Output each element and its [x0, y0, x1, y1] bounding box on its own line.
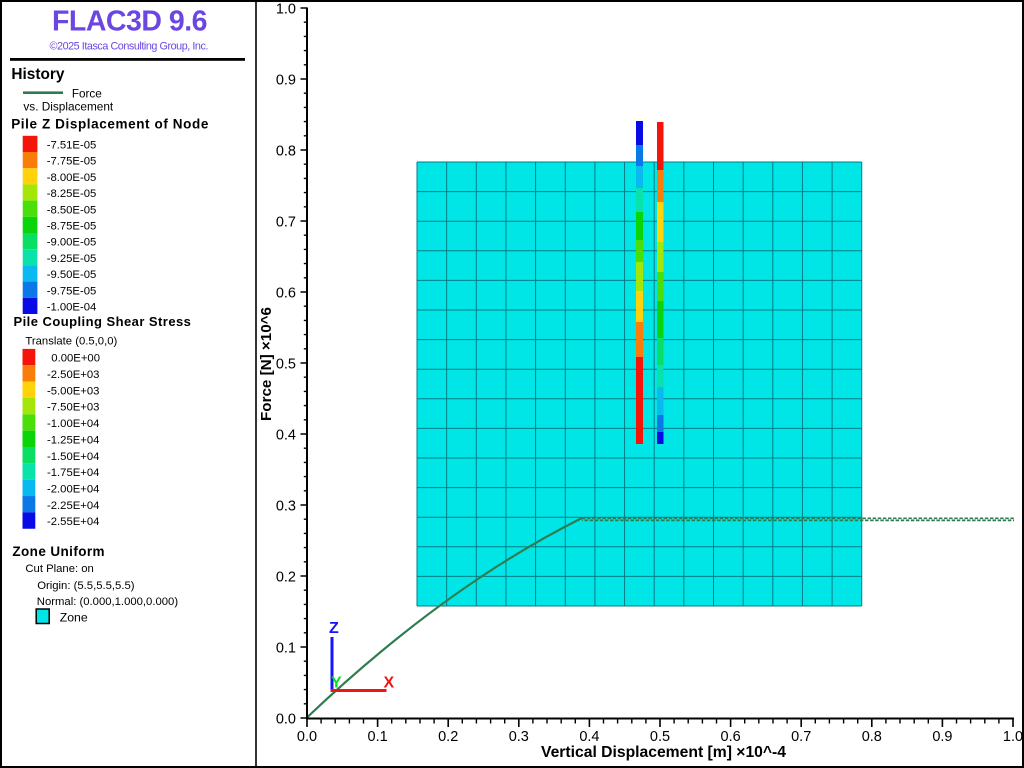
svg-text:-8.25E-05: -8.25E-05 — [47, 188, 97, 200]
svg-text:0.1: 0.1 — [276, 640, 296, 656]
svg-text:0.5: 0.5 — [276, 356, 296, 372]
svg-text:-1.00E-04: -1.00E-04 — [47, 302, 97, 314]
svg-text:Vertical Displacement [m] ×10^: Vertical Displacement [m] ×10^-4 — [541, 744, 786, 761]
svg-text:0.2: 0.2 — [276, 569, 296, 585]
svg-text:-2.25E+04: -2.25E+04 — [47, 500, 99, 512]
svg-text:-1.75E+04: -1.75E+04 — [47, 467, 99, 479]
svg-text:-2.00E+04: -2.00E+04 — [47, 484, 99, 496]
svg-text:Force: Force — [72, 88, 102, 101]
svg-text:©2025 Itasca Consulting Group,: ©2025 Itasca Consulting Group, Inc. — [50, 40, 209, 52]
svg-text:-7.50E+03: -7.50E+03 — [47, 402, 99, 414]
svg-text:-9.00E-05: -9.00E-05 — [47, 237, 97, 249]
svg-text:-1.50E+04: -1.50E+04 — [47, 451, 99, 463]
svg-text:-9.25E-05: -9.25E-05 — [47, 253, 97, 265]
svg-text:1.0: 1.0 — [1003, 729, 1023, 745]
svg-text:Pile Coupling Shear Stress: Pile Coupling Shear Stress — [14, 314, 192, 329]
svg-text:0.3: 0.3 — [509, 729, 529, 745]
svg-text:-7.51E-05: -7.51E-05 — [47, 140, 97, 152]
svg-text:Cut Plane: on: Cut Plane: on — [25, 563, 93, 575]
svg-text:0.4: 0.4 — [579, 729, 599, 745]
svg-text:0.0: 0.0 — [297, 729, 317, 745]
svg-text:Normal: (0.000,1.000,0.000): Normal: (0.000,1.000,0.000) — [37, 596, 179, 608]
svg-text:-8.00E-05: -8.00E-05 — [47, 172, 97, 184]
svg-text:Z: Z — [329, 620, 339, 637]
svg-text:FLAC3D 9.6: FLAC3D 9.6 — [52, 6, 207, 38]
svg-text:0.8: 0.8 — [276, 143, 296, 159]
svg-text:-8.50E-05: -8.50E-05 — [47, 204, 97, 216]
svg-text:History: History — [11, 66, 64, 83]
svg-text:Zone: Zone — [60, 611, 88, 625]
svg-text:0.9: 0.9 — [276, 72, 296, 88]
svg-text:0.6: 0.6 — [721, 729, 741, 745]
svg-text:0.2: 0.2 — [438, 729, 458, 745]
svg-text:0.7: 0.7 — [791, 729, 811, 745]
svg-text:Translate (0.5,0,0): Translate (0.5,0,0) — [25, 335, 117, 347]
svg-text:-7.75E-05: -7.75E-05 — [47, 156, 97, 168]
svg-text:-2.55E+04: -2.55E+04 — [47, 516, 99, 528]
svg-text:Y: Y — [331, 675, 342, 692]
svg-text:-9.75E-05: -9.75E-05 — [47, 285, 97, 297]
svg-text:X: X — [384, 675, 395, 692]
svg-text:0.9: 0.9 — [932, 729, 952, 745]
svg-text:Origin: (5.5,5.5,5.5): Origin: (5.5,5.5,5.5) — [37, 580, 135, 592]
svg-text:1.0: 1.0 — [276, 1, 296, 17]
svg-text:0.4: 0.4 — [276, 427, 296, 443]
svg-text:vs. Displacement: vs. Displacement — [23, 100, 114, 114]
svg-text:-1.25E+04: -1.25E+04 — [47, 434, 99, 446]
svg-text:0.1: 0.1 — [368, 729, 388, 745]
svg-text:0.7: 0.7 — [276, 214, 296, 230]
svg-text:-5.00E+03: -5.00E+03 — [47, 385, 99, 397]
svg-text:Pile Z Displacement of Node: Pile Z Displacement of Node — [11, 117, 209, 132]
svg-text:0.5: 0.5 — [650, 729, 670, 745]
svg-text:0.00E+00: 0.00E+00 — [51, 353, 100, 365]
svg-text:0.6: 0.6 — [276, 285, 296, 301]
svg-text:0.8: 0.8 — [862, 729, 882, 745]
svg-text:0.3: 0.3 — [276, 498, 296, 514]
svg-text:-2.50E+03: -2.50E+03 — [47, 369, 99, 381]
svg-text:Force [N] ×10^6: Force [N] ×10^6 — [258, 307, 275, 421]
svg-text:-1.00E+04: -1.00E+04 — [47, 418, 99, 430]
svg-text:-9.50E-05: -9.50E-05 — [47, 269, 97, 281]
svg-text:Zone Uniform: Zone Uniform — [12, 544, 105, 559]
svg-text:0.0: 0.0 — [276, 711, 296, 727]
svg-text:-8.75E-05: -8.75E-05 — [47, 221, 97, 233]
